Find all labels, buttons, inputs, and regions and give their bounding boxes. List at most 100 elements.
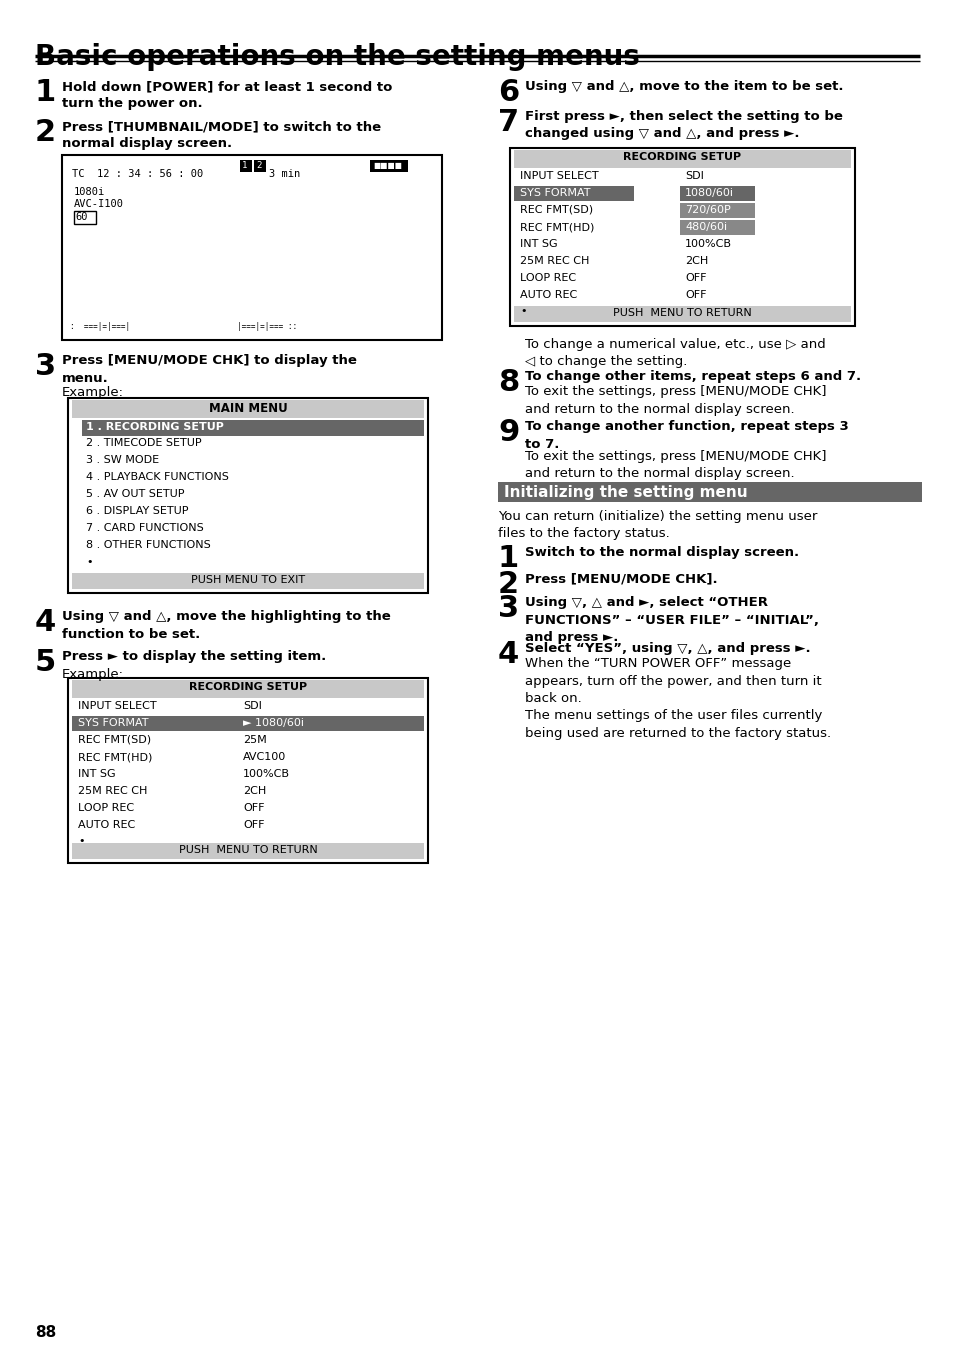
Bar xyxy=(679,203,754,218)
Text: Press ► to display the setting item.: Press ► to display the setting item. xyxy=(62,650,326,663)
Text: Press [MENU/MODE CHK] to display the
menu.: Press [MENU/MODE CHK] to display the men… xyxy=(62,353,356,385)
Text: To change other items, repeat steps 6 and 7.: To change other items, repeat steps 6 an… xyxy=(524,370,861,383)
Text: 2CH: 2CH xyxy=(243,787,266,796)
Text: Press [MENU/MODE CHK].: Press [MENU/MODE CHK]. xyxy=(524,571,717,585)
Text: 60: 60 xyxy=(75,213,88,222)
Text: 3 . SW MODE: 3 . SW MODE xyxy=(86,455,159,464)
Text: SDI: SDI xyxy=(243,701,262,711)
Text: SYS FORMAT: SYS FORMAT xyxy=(78,718,149,728)
Text: OFF: OFF xyxy=(684,290,706,301)
Text: AUTO REC: AUTO REC xyxy=(78,821,135,830)
Text: 1: 1 xyxy=(242,161,247,171)
Text: 25M: 25M xyxy=(243,735,267,745)
Text: 8 . OTHER FUNCTIONS: 8 . OTHER FUNCTIONS xyxy=(86,540,211,550)
Bar xyxy=(510,148,854,326)
Text: AVC-I100: AVC-I100 xyxy=(74,199,124,209)
Text: 25M REC CH: 25M REC CH xyxy=(78,787,147,796)
Text: Example:: Example: xyxy=(62,386,124,399)
Text: 100%CB: 100%CB xyxy=(684,240,731,249)
Text: 9: 9 xyxy=(497,418,518,447)
Text: REC FMT(SD): REC FMT(SD) xyxy=(78,735,151,745)
Text: 3: 3 xyxy=(497,594,518,623)
Text: 2: 2 xyxy=(35,118,56,148)
Text: ► 1080/60i: ► 1080/60i xyxy=(243,718,304,728)
Text: Using ▽ and △, move to the item to be set.: Using ▽ and △, move to the item to be se… xyxy=(524,80,842,93)
Bar xyxy=(679,185,754,200)
Text: 5: 5 xyxy=(35,649,56,677)
Text: REC FMT(HD): REC FMT(HD) xyxy=(78,751,152,762)
Text: |===|=|=== ::: |===|=|=== :: xyxy=(236,322,296,330)
Text: AUTO REC: AUTO REC xyxy=(519,290,577,301)
Text: To change another function, repeat steps 3
to 7.: To change another function, repeat steps… xyxy=(524,420,848,451)
Bar xyxy=(71,716,423,731)
Text: 2CH: 2CH xyxy=(684,256,707,265)
Text: TC  12 : 34 : 56 : 00: TC 12 : 34 : 56 : 00 xyxy=(71,169,203,179)
Text: 8: 8 xyxy=(497,368,518,397)
Text: To exit the settings, press [MENU/MODE CHK]
and return to the normal display scr: To exit the settings, press [MENU/MODE C… xyxy=(524,385,825,416)
Bar xyxy=(253,160,266,172)
Text: Using ▽ and △, move the highlighting to the
function to be set.: Using ▽ and △, move the highlighting to … xyxy=(62,611,391,640)
Text: PUSH  MENU TO RETURN: PUSH MENU TO RETURN xyxy=(178,845,317,854)
Bar xyxy=(71,844,423,858)
Text: Switch to the normal display screen.: Switch to the normal display screen. xyxy=(524,546,799,559)
Text: 1: 1 xyxy=(35,79,56,107)
Text: PUSH MENU TO EXIT: PUSH MENU TO EXIT xyxy=(191,575,305,585)
Text: 3: 3 xyxy=(35,352,56,380)
Bar xyxy=(679,219,754,236)
Bar xyxy=(68,398,428,593)
Text: 4: 4 xyxy=(497,640,518,669)
Text: SDI: SDI xyxy=(684,171,703,181)
Text: ■■■■: ■■■■ xyxy=(373,161,401,171)
Text: 5 . AV OUT SETUP: 5 . AV OUT SETUP xyxy=(86,489,184,500)
Text: To change a numerical value, etc., use ▷ and
◁ to change the setting.: To change a numerical value, etc., use ▷… xyxy=(524,338,825,368)
Bar xyxy=(71,573,423,589)
Text: 4: 4 xyxy=(35,608,56,636)
Text: 2 . TIMECODE SETUP: 2 . TIMECODE SETUP xyxy=(86,437,201,448)
Bar xyxy=(514,185,634,200)
Text: •: • xyxy=(78,835,85,846)
Text: OFF: OFF xyxy=(243,803,264,812)
Bar xyxy=(370,160,408,172)
Bar xyxy=(71,680,423,699)
Text: First press ►, then select the setting to be
changed using ▽ and △, and press ►.: First press ►, then select the setting t… xyxy=(524,110,842,141)
Text: REC FMT(HD): REC FMT(HD) xyxy=(519,222,594,232)
Text: 4 . PLAYBACK FUNCTIONS: 4 . PLAYBACK FUNCTIONS xyxy=(86,473,229,482)
Text: MAIN MENU: MAIN MENU xyxy=(209,402,287,414)
Text: You can return (initialize) the setting menu user
files to the factory status.: You can return (initialize) the setting … xyxy=(497,510,817,540)
Text: 480/60i: 480/60i xyxy=(684,222,726,232)
Text: INPUT SELECT: INPUT SELECT xyxy=(78,701,156,711)
Bar xyxy=(71,399,423,418)
Text: When the “TURN POWER OFF” message
appears, turn off the power, and then turn it
: When the “TURN POWER OFF” message appear… xyxy=(524,657,830,741)
Text: 2: 2 xyxy=(497,570,518,598)
Text: AVC100: AVC100 xyxy=(243,751,286,762)
Text: PUSH  MENU TO RETURN: PUSH MENU TO RETURN xyxy=(612,307,751,318)
Text: Example:: Example: xyxy=(62,668,124,681)
Bar xyxy=(82,420,423,436)
Text: 6 . DISPLAY SETUP: 6 . DISPLAY SETUP xyxy=(86,506,189,516)
Bar xyxy=(514,150,850,168)
Text: 1 . RECORDING SETUP: 1 . RECORDING SETUP xyxy=(86,422,224,432)
Text: 720/60P: 720/60P xyxy=(684,204,730,215)
Bar xyxy=(74,211,96,223)
Text: 7: 7 xyxy=(497,108,518,137)
Text: Basic operations on the setting menus: Basic operations on the setting menus xyxy=(35,43,639,70)
Text: SYS FORMAT: SYS FORMAT xyxy=(519,188,590,198)
Text: Hold down [POWER] for at least 1 second to
turn the power on.: Hold down [POWER] for at least 1 second … xyxy=(62,80,392,111)
Text: Using ▽, △ and ►, select “OTHER
FUNCTIONS” – “USER FILE” – “INITIAL”,
and press : Using ▽, △ and ►, select “OTHER FUNCTION… xyxy=(524,596,818,645)
Text: LOOP REC: LOOP REC xyxy=(78,803,134,812)
Text: Press [THUMBNAIL/MODE] to switch to the
normal display screen.: Press [THUMBNAIL/MODE] to switch to the … xyxy=(62,121,381,150)
Text: To exit the settings, press [MENU/MODE CHK]
and return to the normal display scr: To exit the settings, press [MENU/MODE C… xyxy=(524,450,825,481)
Text: •: • xyxy=(86,556,92,567)
Text: 1080i: 1080i xyxy=(74,187,105,196)
Text: LOOP REC: LOOP REC xyxy=(519,274,576,283)
Text: INT SG: INT SG xyxy=(519,240,558,249)
Bar xyxy=(240,160,252,172)
Text: 25M REC CH: 25M REC CH xyxy=(519,256,589,265)
Bar xyxy=(514,306,850,322)
Text: INT SG: INT SG xyxy=(78,769,115,779)
Text: :  ===|=|===|: : ===|=|===| xyxy=(70,322,130,330)
Text: 1: 1 xyxy=(497,544,518,573)
Bar xyxy=(497,482,921,502)
Bar xyxy=(68,678,428,862)
Text: REC FMT(SD): REC FMT(SD) xyxy=(519,204,593,215)
